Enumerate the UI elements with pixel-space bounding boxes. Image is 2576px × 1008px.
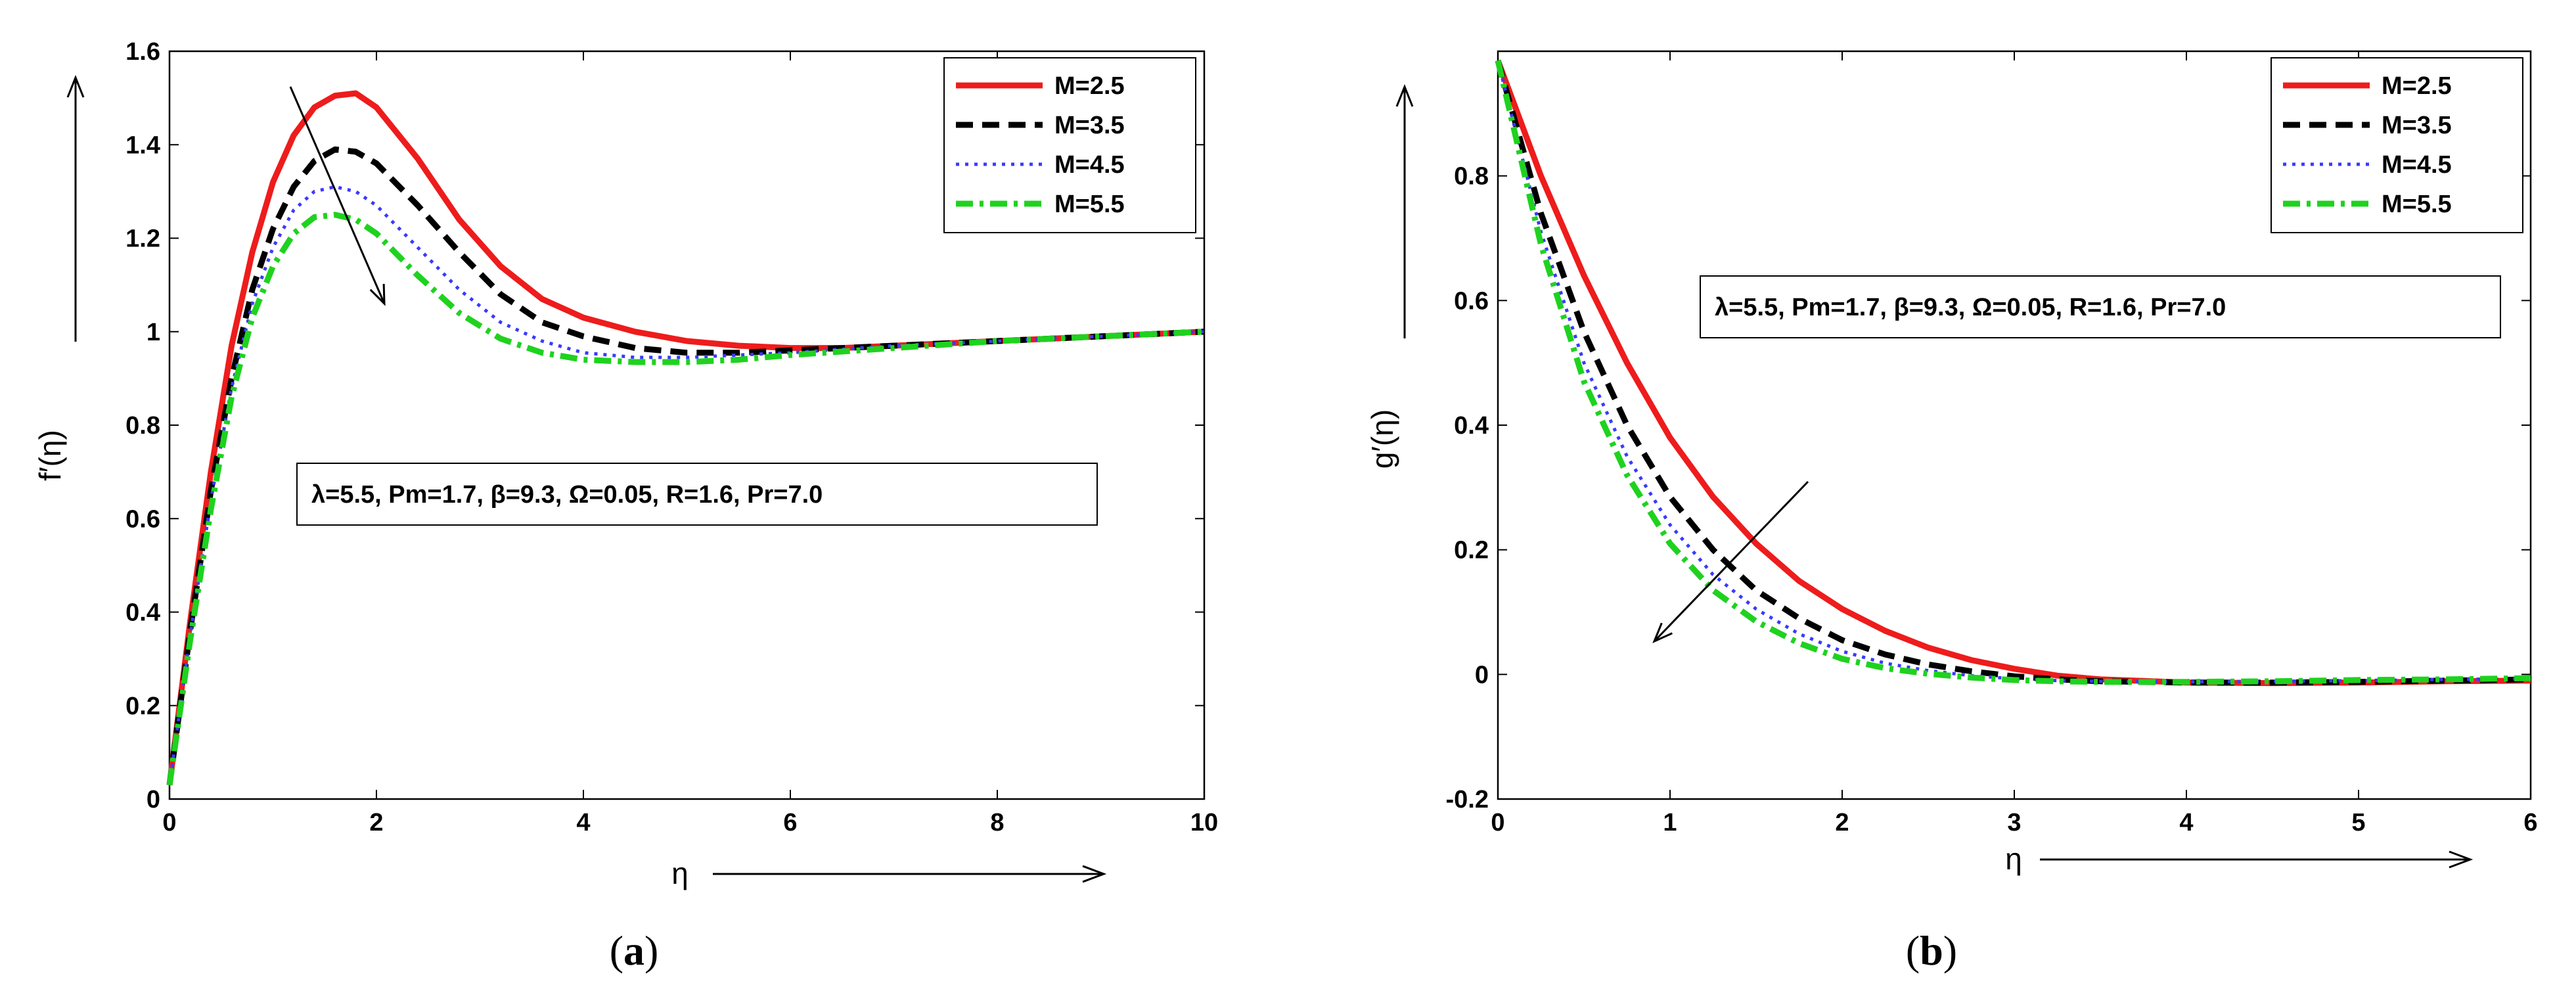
x-tick-label: 2 (369, 809, 383, 836)
y-axis-label: f′(η) (33, 430, 67, 481)
y-tick-label: 0.4 (125, 599, 160, 627)
x-axis-arrow-head (2449, 850, 2474, 869)
x-tick-label: 4 (576, 809, 590, 836)
series-line-M-5_5 (166, 212, 1205, 786)
x-tick-label: 4 (2179, 809, 2193, 836)
chart-panel-a: 0 2 4 6 8 10 0 0.2 0.4 0.6 0.8 1 1.2 1.4 1.6 λ=5.5, Pm=… (33, 38, 1218, 974)
parameter-box (1700, 275, 2501, 338)
legend-label: M=2.5 (2382, 72, 2452, 100)
x-tick-label: 10 (1190, 809, 1218, 836)
x-tick-label: 0 (1491, 809, 1504, 836)
x-tick-label: 6 (783, 809, 797, 836)
caption-letter: b (1920, 927, 1943, 974)
x-tick-label: 0 (162, 809, 176, 836)
x-tick-label: 8 (990, 809, 1004, 836)
parameter-text: λ=5.5, Pm=1.7, β=9.3, Ω=0.05, R=1.6, Pr=… (311, 481, 823, 509)
trend-arrow-shaft (289, 86, 386, 304)
caption-paren: ( (610, 927, 623, 974)
legend-label: M=5.5 (1054, 191, 1125, 218)
y-tick-label: 0.6 (1454, 287, 1489, 315)
legend-label: M=4.5 (1054, 151, 1125, 179)
legend-label: M=5.5 (2382, 191, 2452, 218)
y-tick-label: -0.2 (1446, 786, 1489, 813)
y-tick-label: 1.6 (125, 38, 160, 66)
x-tick-label: 2 (1835, 809, 1849, 836)
trend-arrow-head (369, 283, 386, 306)
series-line-M-3_5 (166, 146, 1205, 786)
y-tick-label: 1.2 (125, 225, 160, 253)
y-tick-label: 0.8 (125, 412, 160, 440)
series-line-M-5_5 (1495, 60, 2531, 685)
legend-label: M=3.5 (2382, 112, 2452, 139)
caption-paren: ) (1943, 927, 1957, 974)
chart-panel-b: 0 1 2 3 4 5 6-0.200.20.40.60.8λ=5.5, Pm=1.7, β… (1365, 50, 2538, 974)
trend-arrow-head (1652, 622, 1673, 643)
x-tick-label: 1 (1663, 809, 1677, 836)
caption-letter: a (623, 927, 644, 974)
y-axis-arrow-head (1395, 83, 1414, 107)
y-tick-label: 1 (147, 319, 160, 346)
panel-caption: (a) (610, 927, 659, 974)
y-axis-arrow-head (66, 74, 85, 98)
y-tick-label: 0 (147, 786, 160, 813)
y-tick-label: 0.2 (125, 693, 160, 720)
x-tick-label: 5 (2351, 809, 2365, 836)
y-tick-label: 0.2 (1454, 537, 1489, 564)
y-tick-label: 0 (1475, 661, 1489, 689)
y-tick-label: 0.6 (125, 505, 160, 533)
panel-caption: (b) (1906, 927, 1957, 974)
legend-label: M=3.5 (1054, 112, 1125, 139)
x-axis-arrow-head (1082, 865, 1107, 883)
caption-paren: ) (644, 927, 658, 974)
x-tick-label: 3 (2007, 809, 2021, 836)
y-tick-label: 0.4 (1454, 412, 1489, 440)
legend-label: M=2.5 (1054, 72, 1125, 100)
series-line-M-4_5 (1496, 60, 2531, 684)
x-tick-label: 6 (2523, 809, 2537, 836)
trend-arrow-shaft (1653, 480, 1809, 643)
x-axis-label: η (671, 856, 689, 890)
legend-label: M=4.5 (2382, 151, 2452, 179)
y-tick-label: 0.8 (1454, 163, 1489, 191)
x-axis-label: η (2005, 842, 2022, 876)
parameter-box (296, 463, 1098, 526)
y-axis-label: g′(η) (1365, 409, 1399, 469)
parameter-text: λ=5.5, Pm=1.7, β=9.3, Ω=0.05, R=1.6, Pr=… (1715, 294, 2226, 321)
y-tick-label: 1.4 (125, 131, 160, 159)
caption-paren: ( (1906, 927, 1920, 974)
